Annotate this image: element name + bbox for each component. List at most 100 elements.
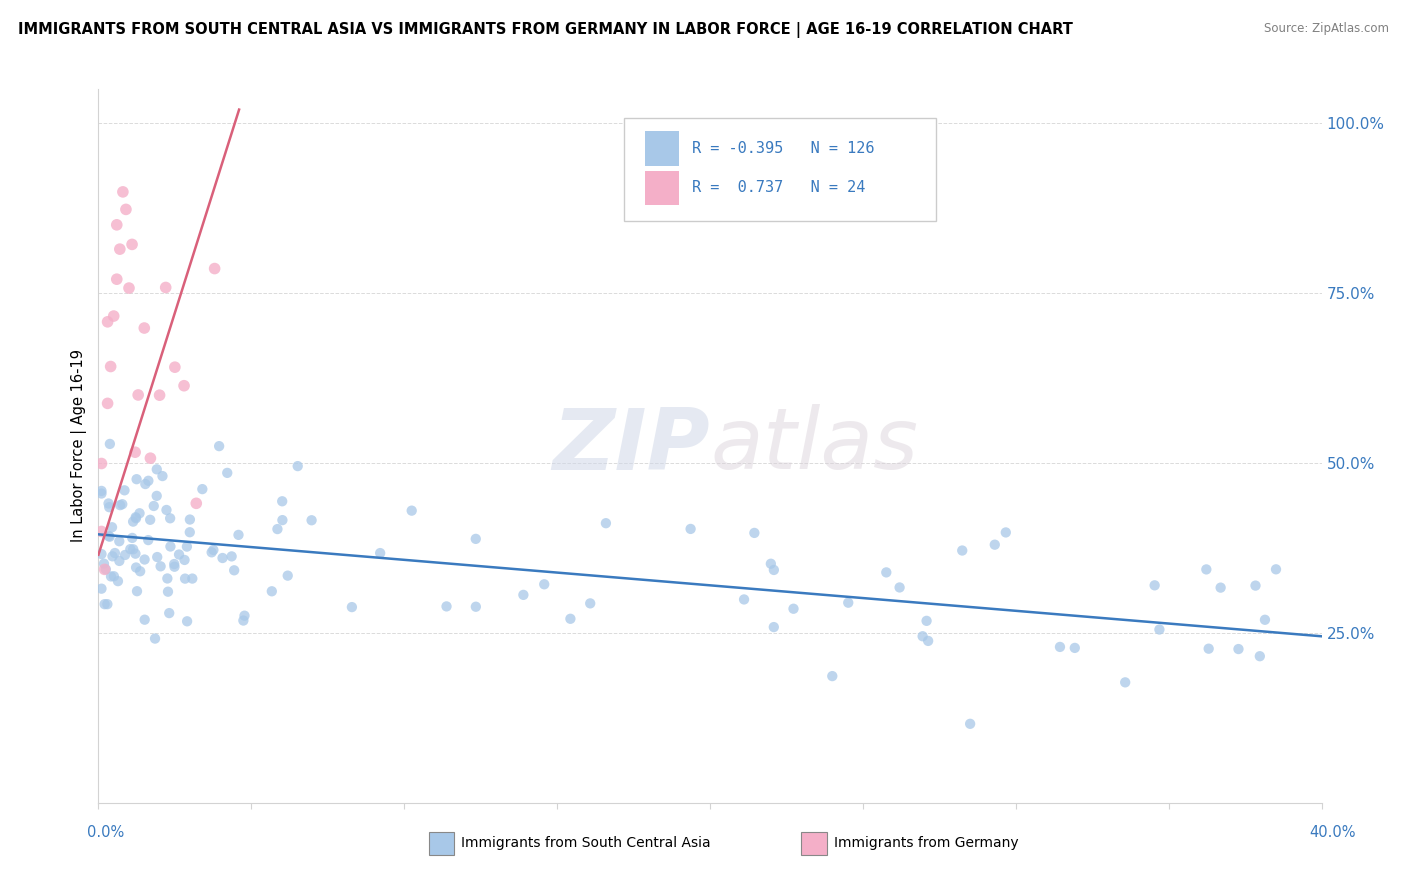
Point: [124, 510, 146, 524]
Point: [762, 563, 785, 577]
Point: [875, 566, 897, 580]
Point: [125, 560, 148, 574]
Point: [143, 632, 166, 646]
Point: [139, 513, 162, 527]
Point: [1149, 623, 1171, 637]
Point: [159, 540, 181, 554]
Text: ZIP: ZIP: [553, 404, 710, 488]
Point: [118, 281, 141, 295]
Point: [134, 477, 156, 491]
Point: [121, 531, 143, 545]
Point: [145, 489, 167, 503]
Point: [260, 584, 283, 599]
Point: [121, 237, 143, 252]
Point: [217, 466, 239, 480]
Point: [134, 613, 156, 627]
Point: [129, 564, 152, 578]
Point: [108, 498, 131, 512]
FancyBboxPatch shape: [624, 118, 936, 221]
Point: [287, 459, 309, 474]
Point: [271, 513, 294, 527]
Text: Immigrants from South Central Asia: Immigrants from South Central Asia: [461, 836, 711, 850]
Point: [204, 261, 226, 276]
Text: R =  0.737   N = 24: R = 0.737 N = 24: [692, 180, 865, 195]
Point: [104, 546, 127, 560]
Point: [149, 388, 172, 402]
Point: [98, 437, 121, 451]
Point: [114, 483, 136, 498]
Point: [782, 601, 804, 615]
Point: [90, 486, 112, 500]
Point: [233, 608, 256, 623]
Point: [125, 472, 148, 486]
Point: [90, 457, 112, 471]
Point: [97, 396, 120, 410]
Point: [125, 584, 148, 599]
Point: [759, 557, 782, 571]
Point: [152, 469, 174, 483]
Point: [107, 574, 129, 589]
Point: [139, 451, 162, 466]
Point: [271, 494, 294, 508]
Point: [142, 499, 165, 513]
Point: [93, 557, 115, 571]
Point: [127, 388, 149, 402]
Point: [173, 378, 195, 392]
Point: [1227, 642, 1250, 657]
Point: [90, 483, 112, 498]
Point: [232, 614, 254, 628]
Point: [1143, 578, 1166, 592]
Text: 0.0%: 0.0%: [87, 825, 124, 840]
Text: 40.0%: 40.0%: [1309, 825, 1357, 840]
Point: [579, 596, 602, 610]
Point: [176, 540, 198, 554]
Text: R = -0.395   N = 126: R = -0.395 N = 126: [692, 141, 875, 156]
Point: [125, 511, 148, 525]
Point: [208, 439, 231, 453]
Point: [96, 597, 118, 611]
Bar: [801, 832, 827, 855]
Point: [105, 218, 128, 232]
Point: [94, 562, 117, 576]
Text: IMMIGRANTS FROM SOUTH CENTRAL ASIA VS IMMIGRANTS FROM GERMANY IN LABOR FORCE | A: IMMIGRANTS FROM SOUTH CENTRAL ASIA VS IM…: [18, 22, 1073, 38]
Point: [744, 525, 766, 540]
Point: [156, 572, 179, 586]
Point: [97, 529, 120, 543]
Point: [368, 546, 391, 560]
Point: [181, 572, 204, 586]
Point: [167, 548, 190, 562]
Bar: [645, 170, 679, 205]
Point: [277, 568, 299, 582]
Point: [149, 559, 172, 574]
Point: [97, 315, 120, 329]
Point: [436, 599, 458, 614]
Point: [98, 530, 121, 544]
Point: [101, 549, 124, 564]
Point: [176, 615, 198, 629]
Point: [90, 582, 112, 596]
Point: [163, 559, 186, 574]
Point: [464, 532, 486, 546]
Point: [124, 547, 146, 561]
Point: [1114, 675, 1136, 690]
Point: [174, 572, 197, 586]
Point: [156, 584, 179, 599]
Point: [136, 533, 159, 547]
Point: [228, 528, 250, 542]
Point: [201, 545, 224, 559]
Point: [105, 272, 128, 286]
Point: [108, 554, 131, 568]
Point: [595, 516, 617, 531]
Point: [821, 669, 844, 683]
Point: [134, 321, 156, 335]
Point: [224, 563, 246, 577]
Point: [1063, 640, 1085, 655]
Point: [733, 592, 755, 607]
Point: [93, 597, 115, 611]
Point: [560, 612, 582, 626]
Point: [90, 524, 112, 539]
Point: [155, 280, 177, 294]
Point: [124, 445, 146, 459]
Point: [911, 629, 934, 643]
Point: [157, 606, 180, 620]
